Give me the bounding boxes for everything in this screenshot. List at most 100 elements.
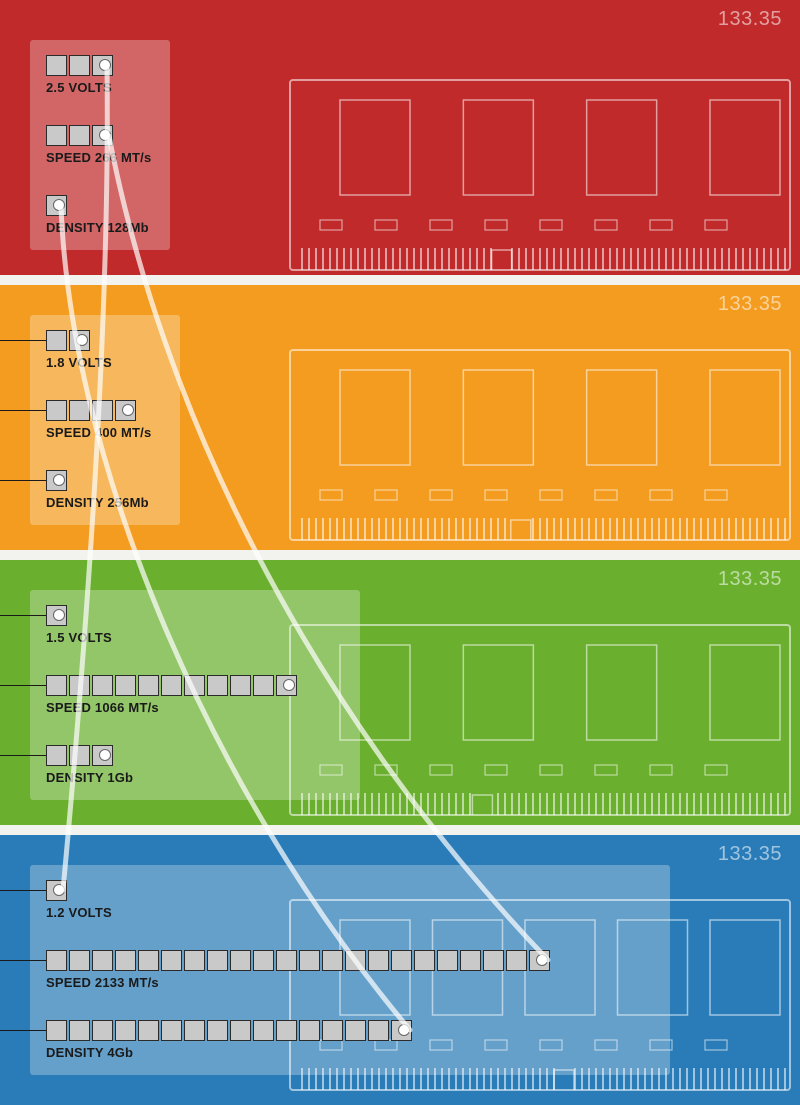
unit-box [345,1020,366,1041]
lead-line [0,685,46,686]
metric-boxes [46,470,149,491]
metric-label: SPEED 2133 MT/s [46,975,550,990]
unit-box [253,950,274,971]
lead-line [0,480,46,481]
metric-label: 1.2 VOLTS [46,905,112,920]
unit-box [161,950,182,971]
lead-line [0,615,46,616]
unit-box [46,125,67,146]
unit-box [506,950,527,971]
unit-box [46,1020,67,1041]
metric-density: DENSITY 1Gb [46,745,133,785]
metric-label: 2.5 VOLTS [46,80,113,95]
unit-box [92,1020,113,1041]
end-marker [122,404,134,416]
metric-speed: SPEED 400 MT/s [46,400,151,440]
ram-module-illustration [280,70,800,280]
unit-box [230,675,251,696]
metric-label: SPEED 266 MT/s [46,150,151,165]
lead-line [0,960,46,961]
metric-label: SPEED 1066 MT/s [46,700,297,715]
metric-boxes [46,330,112,351]
end-marker [76,334,88,346]
unit-box [46,400,67,421]
metric-boxes [46,400,151,421]
metric-label: DENSITY 256Mb [46,495,149,510]
unit-box [69,400,90,421]
unit-box [46,745,67,766]
size-label: 133.35 [718,293,782,316]
unit-box [368,1020,389,1041]
end-marker [53,884,65,896]
unit-box [69,125,90,146]
end-marker [53,199,65,211]
metric-volts: 1.5 VOLTS [46,605,112,645]
metric-volts: 1.8 VOLTS [46,330,112,370]
unit-box [69,745,90,766]
metric-volts: 2.5 VOLTS [46,55,113,95]
unit-box [460,950,481,971]
unit-box [69,55,90,76]
metric-speed: SPEED 2133 MT/s [46,950,550,990]
band-ddr2: 133.35 1.8 VOLTS SPEED 400 MT/s [0,285,800,550]
metric-boxes [46,675,297,696]
unit-box [299,950,320,971]
size-label: 133.35 [718,8,782,31]
metric-label: DENSITY 4Gb [46,1045,412,1060]
unit-box [92,400,113,421]
unit-box [115,950,136,971]
end-marker [53,609,65,621]
end-marker [99,749,111,761]
unit-box [184,675,205,696]
unit-box [138,675,159,696]
unit-box [92,675,113,696]
unit-box [138,950,159,971]
unit-box [368,950,389,971]
unit-box [69,675,90,696]
unit-box [391,950,412,971]
unit-box [414,950,435,971]
unit-box [46,330,67,351]
metric-boxes [46,950,550,971]
metric-density: DENSITY 4Gb [46,1020,412,1060]
metric-label: 1.5 VOLTS [46,630,112,645]
metric-boxes [46,880,112,901]
unit-box [345,950,366,971]
unit-box [69,1020,90,1041]
metric-label: DENSITY 1Gb [46,770,133,785]
ram-module-illustration [280,340,800,550]
end-marker [283,679,295,691]
lead-line [0,890,46,891]
metric-boxes [46,745,133,766]
unit-box [46,950,67,971]
unit-box [230,1020,251,1041]
band-ddr3: 133.35 1.5 VOLTS SPEED 1066 MT/s [0,560,800,825]
lead-line [0,755,46,756]
unit-box [276,1020,297,1041]
band-ddr4: 133.35 1.2 VOLTS SPEED 2133 MT/s [0,835,800,1105]
unit-box [230,950,251,971]
metric-boxes [46,1020,412,1041]
end-marker [53,474,65,486]
end-marker [99,129,111,141]
end-marker [536,954,548,966]
metric-density: DENSITY 256Mb [46,470,149,510]
unit-box [253,675,274,696]
unit-box [161,1020,182,1041]
lead-line [0,1030,46,1031]
metric-density: DENSITY 128Mb [46,195,149,235]
metric-boxes [46,125,151,146]
unit-box [207,1020,228,1041]
unit-box [46,55,67,76]
lead-line [0,410,46,411]
size-label: 133.35 [718,843,782,866]
unit-box [115,1020,136,1041]
end-marker [398,1024,410,1036]
unit-box [46,675,67,696]
unit-box [207,950,228,971]
lead-line [0,340,46,341]
unit-box [69,950,90,971]
metric-speed: SPEED 1066 MT/s [46,675,297,715]
unit-box [322,1020,343,1041]
end-marker [99,59,111,71]
